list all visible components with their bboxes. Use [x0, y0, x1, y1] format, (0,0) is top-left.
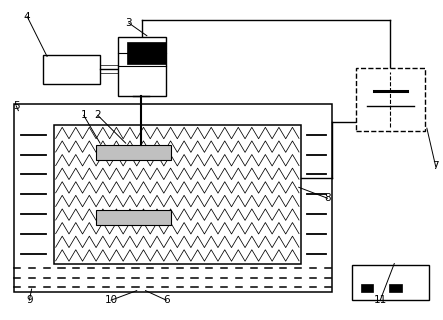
- Bar: [54, 125, 301, 264]
- Text: 1: 1: [81, 110, 87, 120]
- Bar: [43, 55, 100, 84]
- Bar: [352, 265, 429, 300]
- Bar: [389, 284, 402, 292]
- Bar: [14, 104, 332, 292]
- Text: 9: 9: [26, 295, 33, 305]
- Text: 4: 4: [24, 12, 31, 22]
- Bar: [96, 210, 171, 225]
- Text: 5: 5: [13, 101, 19, 111]
- Text: 6: 6: [163, 295, 170, 305]
- Bar: [118, 37, 166, 96]
- Bar: [128, 42, 166, 64]
- Bar: [356, 68, 425, 131]
- Text: 2: 2: [94, 110, 101, 120]
- Bar: [361, 284, 373, 292]
- Bar: [96, 145, 171, 160]
- Text: 7: 7: [432, 161, 439, 172]
- Text: 11: 11: [374, 294, 387, 305]
- Text: 8: 8: [324, 193, 331, 203]
- Text: 3: 3: [125, 18, 132, 28]
- Text: 10: 10: [105, 295, 118, 305]
